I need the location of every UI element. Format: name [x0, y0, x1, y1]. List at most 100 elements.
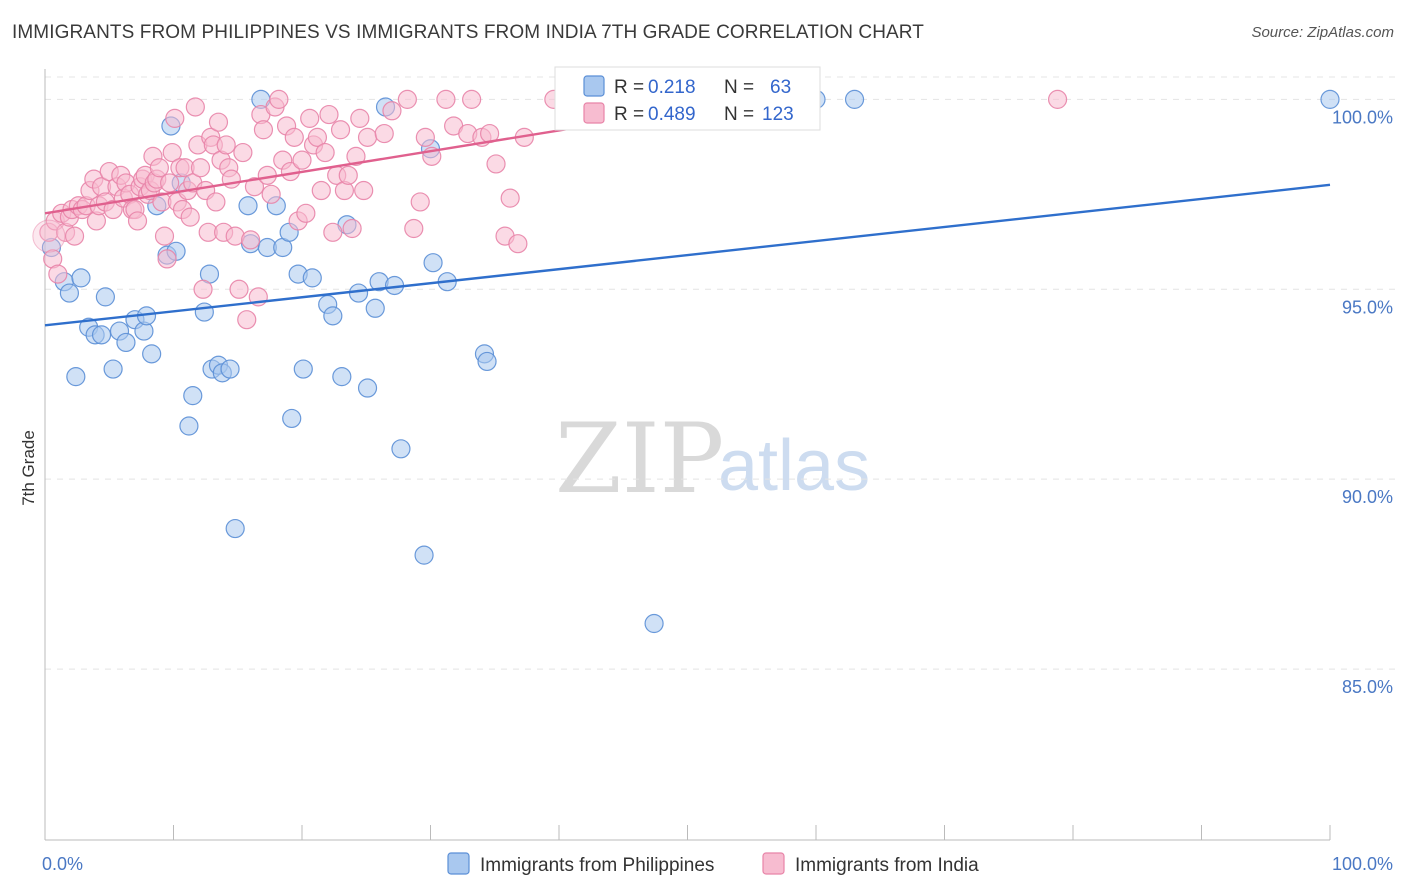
- point-india: [311, 180, 331, 201]
- watermark-atlas: atlas: [718, 426, 870, 506]
- point-philippines: [357, 378, 378, 398]
- bottom-legend-swatch-philippines: [447, 852, 470, 875]
- point-philippines: [179, 416, 199, 436]
- trend-line-philippines: [44, 183, 1331, 327]
- point-philippines: [95, 287, 115, 307]
- point-philippines: [220, 359, 240, 379]
- point-philippines: [91, 325, 112, 345]
- y-tick-label: 100.0%: [1332, 107, 1393, 127]
- point-india: [296, 203, 316, 223]
- bottom-legend: Immigrants from Philippines Immigrants f…: [447, 852, 979, 876]
- point-india: [162, 142, 182, 163]
- point-india: [500, 188, 520, 208]
- point-india: [307, 127, 328, 147]
- legend-r-label: R =: [614, 77, 644, 98]
- point-india: [462, 89, 482, 109]
- watermark: ZIP atlas: [555, 403, 870, 515]
- point-india: [300, 108, 320, 128]
- point-india: [261, 184, 281, 204]
- point-india: [410, 192, 430, 212]
- gridlines: [45, 76, 1395, 670]
- point-philippines: [323, 306, 343, 326]
- x-tick-label: 0.0%: [42, 854, 83, 874]
- point-philippines: [293, 359, 313, 379]
- point-philippines: [391, 439, 411, 459]
- point-india: [269, 89, 289, 109]
- legend-n-value-philippines: 63: [770, 77, 791, 98]
- point-philippines: [59, 283, 80, 303]
- point-philippines: [282, 408, 302, 429]
- point-india: [253, 120, 274, 140]
- point-philippines: [414, 545, 434, 565]
- point-philippines: [194, 302, 214, 322]
- point-philippines: [225, 518, 245, 539]
- point-philippines: [477, 351, 497, 372]
- legend-n-label: N =: [724, 104, 754, 125]
- point-india: [508, 234, 528, 254]
- point-philippines: [365, 298, 385, 318]
- y-tick-labels: 85.0% 90.0% 95.0% 100.0%: [1332, 107, 1393, 697]
- point-india: [206, 192, 226, 212]
- point-india: [165, 108, 185, 128]
- point-india: [397, 89, 417, 109]
- point-india: [127, 211, 148, 231]
- point-philippines: [348, 283, 369, 303]
- point-philippines: [183, 386, 203, 406]
- legend-swatch-philippines: [583, 75, 605, 97]
- bottom-legend-swatch-india: [762, 852, 785, 875]
- point-philippines: [238, 196, 258, 216]
- point-philippines: [332, 367, 352, 387]
- point-india: [160, 173, 180, 193]
- watermark-zip: ZIP: [555, 403, 724, 515]
- point-india: [357, 127, 378, 147]
- point-india: [48, 264, 68, 284]
- legend-r-value-india: 0.489: [648, 104, 696, 125]
- legend-r-value-philippines: 0.218: [648, 77, 696, 98]
- point-india: [404, 218, 424, 239]
- point-india: [229, 279, 249, 299]
- legend-n-label: N =: [724, 77, 754, 98]
- point-philippines: [66, 367, 86, 387]
- point-india: [415, 127, 435, 147]
- point-india: [1047, 89, 1068, 109]
- point-india: [208, 112, 229, 132]
- point-cluster-india: [32, 219, 66, 253]
- point-india: [157, 249, 177, 269]
- point-india: [330, 120, 351, 140]
- point-philippines: [644, 613, 664, 634]
- point-india: [185, 97, 205, 117]
- source-credit: Source: ZipAtlas.com: [1251, 24, 1394, 41]
- point-india: [342, 218, 362, 239]
- point-philippines: [302, 268, 322, 288]
- data-points: [32, 89, 1340, 634]
- point-india: [374, 123, 394, 144]
- point-india: [382, 101, 402, 121]
- axes: [44, 69, 1331, 841]
- y-tick-label: 85.0%: [1342, 677, 1393, 697]
- point-india: [190, 158, 211, 178]
- y-tick-label: 90.0%: [1342, 487, 1393, 507]
- y-axis-label: 7th Grade: [19, 430, 38, 506]
- point-india: [237, 310, 257, 330]
- point-philippines: [423, 253, 443, 273]
- point-india: [350, 108, 370, 128]
- x-tick-label: 100.0%: [1332, 854, 1393, 874]
- point-india: [284, 127, 304, 147]
- point-india: [244, 177, 265, 197]
- point-india: [346, 146, 366, 166]
- point-india: [292, 150, 312, 170]
- point-philippines: [71, 268, 91, 288]
- point-india: [216, 135, 236, 155]
- point-philippines: [116, 332, 136, 353]
- chart-title: IMMIGRANTS FROM PHILIPPINES VS IMMIGRANT…: [12, 22, 924, 43]
- point-india: [64, 226, 85, 246]
- point-india: [241, 230, 261, 250]
- bottom-legend-label-india: Immigrants from India: [795, 855, 979, 876]
- bottom-legend-label-philippines: Immigrants from Philippines: [480, 855, 714, 876]
- legend-n-value-india: 123: [762, 104, 794, 125]
- point-india: [319, 104, 339, 125]
- point-india: [486, 154, 506, 174]
- y-tick-label: 95.0%: [1342, 297, 1393, 317]
- point-philippines: [103, 359, 123, 379]
